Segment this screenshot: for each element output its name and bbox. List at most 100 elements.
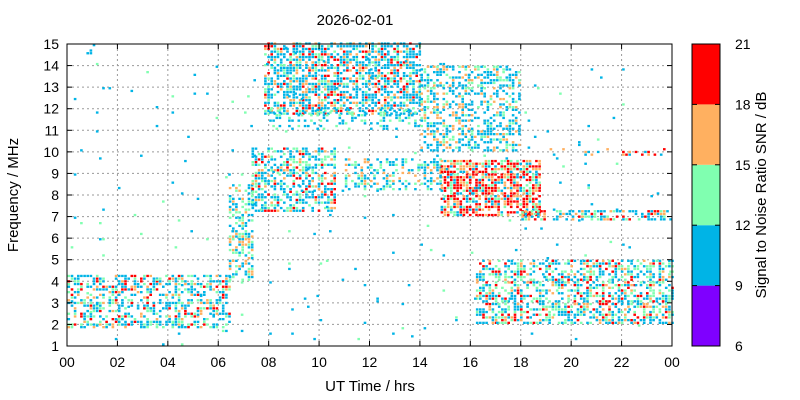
snr-cell (187, 299, 190, 302)
snr-cell (513, 184, 516, 187)
snr-cell (504, 275, 507, 279)
snr-cell (557, 308, 561, 311)
snr-cell (583, 278, 586, 281)
snr-cell (320, 107, 324, 110)
snr-cell (355, 88, 359, 91)
snr-cell (664, 310, 668, 314)
snr-cell (630, 321, 633, 324)
snr-cell (601, 319, 605, 322)
snr-cell (305, 161, 308, 164)
snr-cell (264, 109, 267, 113)
snr-cell (295, 193, 299, 196)
snr-cell (365, 45, 368, 48)
snr-cell (586, 278, 589, 281)
snr-cell (77, 277, 80, 280)
snr-cell (393, 66, 396, 69)
snr-cell (491, 302, 495, 306)
snr-cell (664, 308, 668, 311)
x-tick-label: 00 (59, 354, 75, 370)
snr-cell (443, 170, 447, 173)
snr-cell (267, 169, 270, 172)
snr-cell (382, 169, 386, 172)
snr-cell (401, 302, 405, 306)
snr-cell (289, 188, 292, 191)
snr-cell (509, 203, 513, 206)
snr-cell (206, 238, 209, 241)
snr-cell (221, 296, 225, 299)
snr-cell (561, 273, 564, 276)
snr-cell (518, 143, 521, 147)
snr-cell (390, 64, 393, 67)
snr-cell (232, 200, 235, 203)
snr-cell (494, 281, 498, 284)
snr-cell (395, 158, 398, 161)
snr-cell (516, 176, 519, 179)
snr-cell (383, 47, 387, 51)
snr-cell (371, 82, 374, 86)
snr-cell (446, 186, 450, 190)
snr-cell (374, 82, 377, 86)
snr-cell (288, 267, 291, 271)
snr-cell (342, 77, 346, 80)
snr-cell (305, 77, 308, 80)
snr-cell (543, 275, 546, 279)
snr-cell (442, 149, 446, 152)
snr-cell (371, 112, 374, 115)
snr-cell (590, 203, 594, 206)
snr-cell (642, 273, 646, 276)
snr-cell (450, 186, 453, 190)
snr-cell (506, 176, 510, 179)
snr-cell (480, 133, 483, 136)
snr-cell (288, 262, 291, 265)
snr-cell (513, 278, 517, 281)
snr-cell (510, 275, 514, 279)
snr-cell (405, 90, 409, 94)
snr-cell (465, 186, 469, 190)
snr-cell (458, 76, 461, 79)
snr-cell (232, 251, 235, 254)
snr-cell (111, 301, 115, 305)
snr-cell (355, 96, 359, 99)
snr-cell (639, 300, 643, 303)
snr-cell (70, 293, 74, 296)
snr-cell (95, 309, 99, 313)
snr-cell (366, 177, 370, 180)
snr-cell (649, 310, 652, 314)
snr-cell (521, 215, 524, 218)
snr-cell (440, 159, 444, 163)
snr-cell (468, 159, 472, 163)
snr-cell (491, 178, 494, 182)
snr-cell (664, 321, 668, 324)
snr-cell (489, 130, 493, 133)
snr-cell (317, 177, 321, 180)
snr-cell (456, 192, 459, 195)
snr-cell (171, 296, 175, 299)
snr-cell (479, 289, 482, 292)
snr-cell (308, 96, 311, 99)
snr-cell (405, 66, 409, 69)
snr-cell (244, 224, 248, 227)
snr-cell (247, 235, 251, 238)
snr-cell (168, 277, 171, 280)
snr-cell (363, 195, 367, 198)
snr-cell (289, 206, 292, 210)
snr-cell (462, 170, 466, 173)
snr-cell (244, 273, 248, 276)
snr-cell (528, 159, 532, 163)
snr-cell (92, 296, 96, 299)
snr-cell (371, 107, 374, 110)
snr-cell (383, 77, 387, 80)
snr-cell (627, 294, 630, 298)
snr-cell (311, 104, 314, 107)
snr-cell (664, 294, 668, 298)
snr-cell (514, 122, 518, 125)
snr-cell (574, 337, 578, 341)
snr-cell (436, 116, 439, 120)
snr-cell (500, 165, 504, 168)
snr-cell (436, 161, 439, 164)
snr-cell (289, 64, 292, 67)
snr-cell (488, 286, 492, 289)
snr-cell (251, 182, 255, 185)
snr-cell (238, 189, 241, 192)
snr-cell (486, 76, 490, 79)
